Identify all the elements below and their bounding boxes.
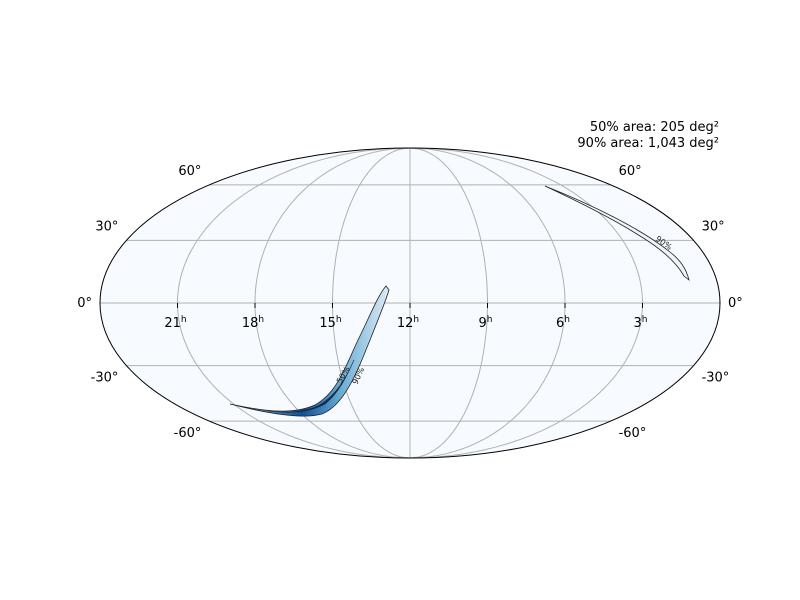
dec-tick-label: -60° [619, 426, 647, 441]
ra-tick-label: 15h [319, 315, 341, 331]
ra-unit: h [336, 315, 342, 325]
dec-tick-label: 30° [702, 219, 725, 234]
ra-unit: h [181, 315, 187, 325]
ra-tick-label: 21h [164, 315, 186, 331]
ra-hour: 15 [319, 316, 336, 331]
dec-tick-label: 30° [95, 219, 118, 234]
ra-tick-label: 18h [242, 315, 264, 331]
ra-hour: 21 [164, 316, 181, 331]
credible-region-90 [229, 285, 390, 417]
ra-unit: h [487, 315, 493, 325]
ra-hour: 3 [634, 316, 642, 331]
ra-unit: h [642, 315, 648, 325]
credible-region-90-north [544, 185, 690, 282]
dec-tick-label: -30° [91, 371, 119, 386]
ra-tick-label: 3h [634, 315, 648, 331]
ra-hour: 18 [242, 316, 259, 331]
ra-unit: h [413, 315, 419, 325]
sky-border [99, 147, 721, 459]
ra-unit: h [258, 315, 264, 325]
ra-tick-label: 12h [397, 315, 419, 331]
ra-tick-label: 9h [479, 315, 493, 331]
dec-tick-label: 60° [619, 164, 642, 179]
ra-unit: h [564, 315, 570, 325]
dec-tick-label: 0° [728, 296, 743, 311]
ra-hour: 9 [479, 316, 487, 331]
credible-region-50 [267, 359, 355, 413]
ra-tick-label: 6h [556, 315, 570, 331]
ra-hour: 12 [397, 316, 414, 331]
dec-tick-label: -30° [702, 371, 730, 386]
dec-tick-label: -60° [174, 426, 202, 441]
annotation: 90% area: 1,043 deg² [577, 136, 719, 151]
annotation: 50% area: 205 deg² [590, 120, 719, 135]
probability-region [229, 185, 690, 417]
dec-tick-label: 0° [77, 296, 92, 311]
dec-tick-label: 60° [178, 164, 201, 179]
ra-hour: 6 [556, 316, 564, 331]
